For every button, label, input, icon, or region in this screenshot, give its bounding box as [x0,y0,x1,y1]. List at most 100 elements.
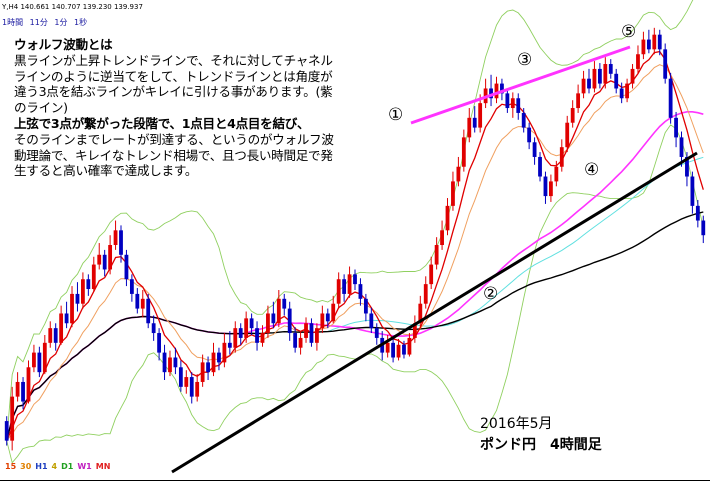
candle-body [402,344,406,355]
candle-body [86,279,91,290]
candle-body [685,156,689,177]
bottom-timeframe-item[interactable]: 15 [5,462,17,471]
candle-body [369,313,374,329]
candle-body [472,117,477,128]
candle-body [309,323,314,343]
candle-body [500,83,504,94]
timeframe-item[interactable]: 1分 [54,18,68,27]
candle-body [162,352,167,373]
bottom-timeframe-item[interactable]: W1 [77,462,92,471]
bottom-timeframe-item[interactable]: 30 [20,462,32,471]
candle-body [102,254,107,270]
candle-body [10,396,15,441]
candle-body [135,293,140,309]
candle-body [287,308,292,334]
candle-body [587,78,591,89]
candle-body [21,381,25,402]
bottom-timeframe-item[interactable]: H1 [35,462,48,471]
candle-body [64,313,69,324]
candle-body [641,39,646,55]
candle-body [445,205,450,231]
bottom-timeframe-item[interactable]: D1 [61,462,74,471]
candle-body [412,323,417,338]
wave-label-1: ① [388,105,404,125]
candle-body [238,328,243,338]
candle-body [320,313,325,329]
trend-line [171,151,698,474]
candle-body [456,166,461,182]
x-axis [0,480,710,489]
candle-body [690,176,695,206]
candle-body [467,117,472,138]
candle-body [315,328,319,343]
candle-body [679,137,684,157]
candle-body [695,205,700,221]
candle-body [15,381,20,397]
candle-body [97,254,102,265]
candle-body [298,337,303,348]
bottom-timeframe-bar: 15 30 H1 4 D1 W1 MN [5,462,114,471]
candle-body [440,230,444,245]
candle-body [674,117,678,138]
candle-body [124,254,129,280]
candle-body [129,279,134,294]
candle-body [701,220,706,236]
candle-body [53,328,58,343]
candle-body [184,377,189,387]
bottom-timeframe-item[interactable]: MN [95,462,111,471]
timeframe-item[interactable]: 11分 [29,18,48,27]
candle-body [282,298,287,309]
candle-body [140,298,145,309]
candle-body [396,344,401,358]
candle-body [32,352,36,368]
candle-body [108,245,113,270]
caption-period: 2016年5月 [480,416,553,432]
candle-body [451,181,455,206]
candle-body [157,333,161,353]
wave-label-4: ④ [584,160,600,180]
candle-body [554,166,559,182]
candle-body [81,279,85,304]
candle-body [4,421,9,441]
candle-body [407,337,412,355]
caption-pair: ポンド円 4時間足 [480,437,602,453]
wave-label-3: ③ [517,50,533,70]
candle-body [603,64,608,84]
timeframe-item[interactable]: 1時間 [2,18,24,27]
candle-body [249,318,254,329]
candle-body [538,156,542,177]
candle-body [168,357,172,373]
candle-body [59,313,64,343]
candle-body [331,303,336,322]
candle-body [418,303,423,324]
candle-body [668,78,673,118]
timeframe-item[interactable]: 1秒 [74,18,88,27]
candle-body [521,112,526,128]
candle-body [646,39,651,50]
candle-body [42,342,47,373]
candle-body [614,73,619,89]
candle-body [37,352,42,373]
candle-body [565,122,570,148]
candle-body [151,323,156,334]
candle-body [336,279,341,304]
candle-body [478,103,483,128]
candle-body [200,362,205,382]
ma-cyan-line [6,156,704,441]
candle-body [91,264,96,290]
candle-body [48,328,53,343]
note-body-2: そのラインまでレートが到達する、というのがウォルフ波動理論で、キレイなトレンド相… [14,131,334,179]
candle-body [636,54,640,69]
wave-label-2: ② [483,284,499,304]
candle-body [549,181,553,197]
candle-body [363,298,368,314]
candle-body [260,333,265,343]
candle-body [70,293,74,324]
candle-body [385,342,390,353]
wave-label-5: ⑤ [621,22,637,42]
candle-body [146,298,151,324]
candle-body [559,147,564,167]
candle-body [374,328,379,338]
candle-body [293,333,298,348]
bottom-timeframe-item[interactable]: 4 [51,462,58,471]
